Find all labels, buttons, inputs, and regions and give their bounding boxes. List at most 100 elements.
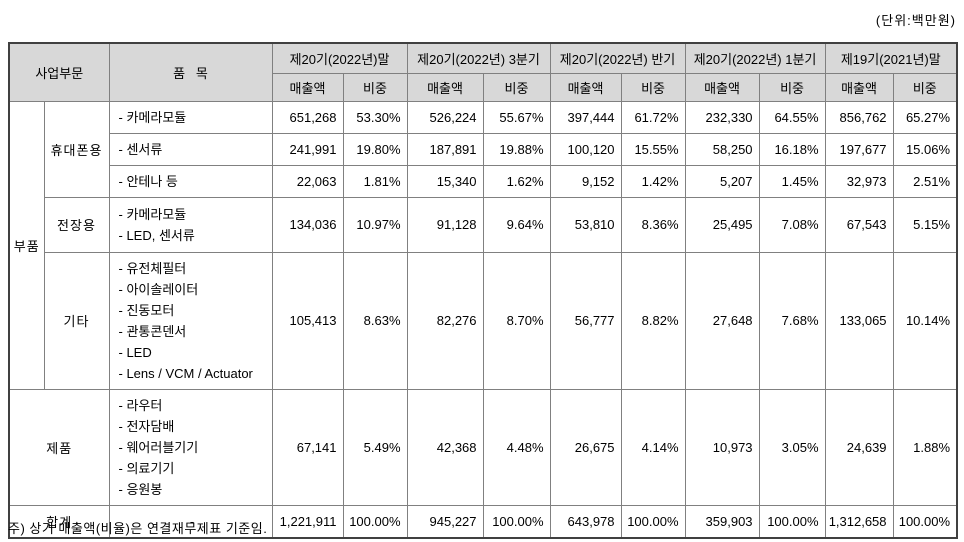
value-cell: 643,978 <box>549 504 622 538</box>
value-cell: 1.81% <box>342 164 408 198</box>
header-period-1: 제20기(2022년) 3분기 <box>406 42 551 74</box>
value-cell: 100.00% <box>758 504 826 538</box>
header-sales-0: 매출액 <box>271 72 344 102</box>
value-cell: 15.55% <box>620 132 686 166</box>
value-cell: 3.05% <box>758 388 826 506</box>
header-share-2: 비중 <box>620 72 686 102</box>
value-cell: 61.72% <box>620 100 686 134</box>
value-cell: 56,777 <box>549 251 622 390</box>
segment-cell-total: 합계 <box>8 504 110 538</box>
header-item: 품 목 <box>108 42 273 102</box>
header-row-periods: 사업부문 품 목 제20기(2022년)말 제20기(2022년) 3분기 제2… <box>8 42 958 102</box>
value-cell: 19.88% <box>482 132 551 166</box>
value-cell: 8.70% <box>482 251 551 390</box>
value-cell: 9,152 <box>549 164 622 198</box>
header-row-measures: 매출액 비중 매출액 비중 매출액 비중 매출액 비중 매출액 비중 <box>9 72 958 102</box>
value-cell: 8.63% <box>342 251 408 390</box>
value-cell: 25,495 <box>684 196 760 253</box>
header-share-0: 비중 <box>342 72 408 102</box>
value-cell: 241,991 <box>271 132 344 166</box>
value-cell: 8.36% <box>620 196 686 253</box>
value-cell: 58,250 <box>684 132 760 166</box>
value-cell: 15.06% <box>892 132 958 166</box>
value-cell: 4.14% <box>620 388 686 506</box>
value-cell: 100.00% <box>620 504 686 538</box>
subsegment-cell-automotive: 전장용 <box>43 196 110 253</box>
header-segment: 사업부문 <box>8 42 110 102</box>
value-cell: 55.67% <box>482 100 551 134</box>
value-cell: 1,221,911 <box>271 504 344 538</box>
subsegment-cell-etc: 기타 <box>43 251 110 390</box>
value-cell: 7.68% <box>758 251 826 390</box>
value-cell: 27,648 <box>684 251 760 390</box>
value-cell: 67,543 <box>824 196 894 253</box>
value-cell: 1,312,658 <box>824 504 894 538</box>
value-cell: 100.00% <box>892 504 958 538</box>
item-cell: - 유전체필터 - 아이솔레이터 - 진동모터 - 관통콘덴서 - LED - … <box>108 251 273 390</box>
value-cell: 10.97% <box>342 196 408 253</box>
value-cell: 856,762 <box>824 100 894 134</box>
item-cell: - <box>108 504 273 538</box>
table-row-antenna: - 안테나 등 22,063 1.81% 15,340 1.62% 9,152 … <box>9 164 958 198</box>
value-cell: 1.45% <box>758 164 826 198</box>
table-row-total: 합계 - 1,221,911 100.00% 945,227 100.00% 6… <box>8 504 958 538</box>
value-cell: 7.08% <box>758 196 826 253</box>
table-row-etc: 기타 - 유전체필터 - 아이솔레이터 - 진동모터 - 관통콘덴서 - LED… <box>9 251 958 390</box>
table-row-sensors: - 센서류 241,991 19.80% 187,891 19.88% 100,… <box>9 132 958 166</box>
value-cell: 32,973 <box>824 164 894 198</box>
value-cell: 187,891 <box>406 132 484 166</box>
header-period-3: 제20기(2022년) 1분기 <box>684 42 826 74</box>
value-cell: 67,141 <box>271 388 344 506</box>
value-cell: 82,276 <box>406 251 484 390</box>
value-cell: 100.00% <box>482 504 551 538</box>
header-sales-3: 매출액 <box>684 72 760 102</box>
value-cell: 16.18% <box>758 132 826 166</box>
value-cell: 134,036 <box>271 196 344 253</box>
value-cell: 5.15% <box>892 196 958 253</box>
sales-table: 사업부문 품 목 제20기(2022년)말 제20기(2022년) 3분기 제2… <box>8 42 959 539</box>
value-cell: 397,444 <box>549 100 622 134</box>
value-cell: 5,207 <box>684 164 760 198</box>
value-cell: 526,224 <box>406 100 484 134</box>
header-share-1: 비중 <box>482 72 551 102</box>
header-sales-1: 매출액 <box>406 72 484 102</box>
value-cell: 19.80% <box>342 132 408 166</box>
value-cell: 359,903 <box>684 504 760 538</box>
value-cell: 197,677 <box>824 132 894 166</box>
segment-cell-products: 제품 <box>8 388 110 506</box>
value-cell: 42,368 <box>406 388 484 506</box>
value-cell: 64.55% <box>758 100 826 134</box>
value-cell: 65.27% <box>892 100 958 134</box>
value-cell: 91,128 <box>406 196 484 253</box>
table-row-automotive: 전장용 - 카메라모듈 - LED, 센서류 134,036 10.97% 91… <box>9 196 958 253</box>
value-cell: 105,413 <box>271 251 344 390</box>
value-cell: 232,330 <box>684 100 760 134</box>
value-cell: 1.88% <box>892 388 958 506</box>
value-cell: 8.82% <box>620 251 686 390</box>
value-cell: 15,340 <box>406 164 484 198</box>
header-sales-2: 매출액 <box>549 72 622 102</box>
value-cell: 1.62% <box>482 164 551 198</box>
header-share-4: 비중 <box>892 72 958 102</box>
value-cell: 24,639 <box>824 388 894 506</box>
table-row-camera-module: 부품 휴대폰용 - 카메라모듈 651,268 53.30% 526,224 5… <box>8 100 958 390</box>
value-cell: 133,065 <box>824 251 894 390</box>
item-cell: - 라우터 - 전자담배 - 웨어러블기기 - 의료기기 - 응원봉 <box>108 388 273 506</box>
value-cell: 22,063 <box>271 164 344 198</box>
value-cell: 100,120 <box>549 132 622 166</box>
header-period-4: 제19기(2021년)말 <box>824 42 958 74</box>
value-cell: 5.49% <box>342 388 408 506</box>
subsegment-cell-mobile: 휴대폰용 <box>43 100 110 198</box>
item-cell: - 센서류 <box>108 132 273 166</box>
value-cell: 10.14% <box>892 251 958 390</box>
header-period-0: 제20기(2022년)말 <box>271 42 408 74</box>
value-cell: 4.48% <box>482 388 551 506</box>
header-period-2: 제20기(2022년) 반기 <box>549 42 686 74</box>
value-cell: 2.51% <box>892 164 958 198</box>
item-cell: - 카메라모듈 <box>108 100 273 134</box>
item-cell: - 카메라모듈 - LED, 센서류 <box>108 196 273 253</box>
value-cell: 53,810 <box>549 196 622 253</box>
value-cell: 100.00% <box>342 504 408 538</box>
value-cell: 651,268 <box>271 100 344 134</box>
segment-cell-parts: 부품 <box>8 100 45 390</box>
